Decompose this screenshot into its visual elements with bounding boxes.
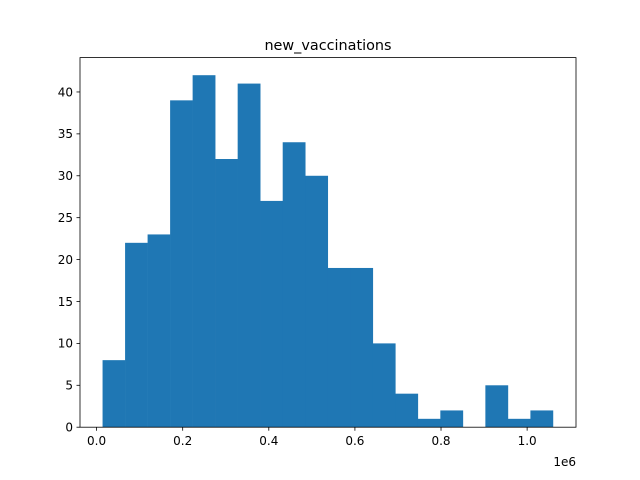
x-tick-label: 0.4 (259, 434, 278, 448)
histogram-bar (102, 360, 126, 428)
histogram-bar (305, 175, 329, 428)
y-axis-ticks: 0 5 10 15 20 25 30 35 40 (58, 85, 80, 435)
histogram-bar (327, 267, 351, 428)
x-tick-label: 0.2 (173, 434, 192, 448)
histogram-bar (282, 142, 306, 428)
histogram-bar (260, 200, 284, 428)
histogram-bar (507, 418, 531, 428)
chart-title: new_vaccinations (264, 38, 391, 54)
y-tick-label: 30 (58, 169, 73, 183)
histogram-bar (170, 100, 193, 428)
histogram-bar (350, 267, 374, 428)
x-axis-ticks: 0.0 0.2 0.4 0.6 0.8 1.0 (87, 427, 537, 448)
x-tick-label: 0.0 (87, 434, 106, 448)
y-tick-label: 35 (58, 127, 73, 141)
x-tick-label: 0.8 (431, 434, 450, 448)
histogram-bar (372, 343, 396, 428)
bar-series (102, 75, 554, 428)
histogram-bar (237, 83, 261, 428)
x-tick-label: 1.0 (518, 434, 537, 448)
y-tick-label: 25 (58, 211, 73, 225)
histogram-bar (485, 385, 509, 428)
y-tick-label: 0 (65, 421, 73, 435)
histogram-bar (147, 234, 171, 428)
histogram-bar (395, 393, 419, 428)
histogram-bar (215, 159, 238, 428)
histogram-bar (440, 410, 464, 428)
x-tick-label: 0.6 (345, 434, 364, 448)
y-tick-label: 20 (58, 253, 73, 267)
histogram-bar (530, 410, 554, 428)
x-axis-offset-label: 1e6 (553, 455, 576, 469)
y-tick-label: 10 (58, 337, 73, 351)
plot-area-frame (79, 57, 577, 428)
y-tick-label: 15 (58, 295, 73, 309)
histogram-bar (192, 75, 216, 428)
y-tick-label: 40 (58, 85, 73, 99)
histogram-bar (417, 418, 441, 428)
y-tick-label: 5 (65, 379, 73, 393)
histogram-bar (125, 242, 148, 428)
